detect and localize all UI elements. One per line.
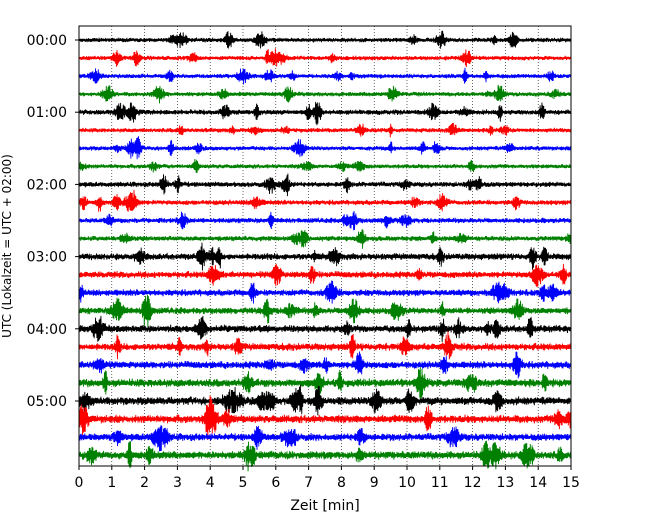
x-tick-label: 15 — [562, 475, 580, 491]
trace-0515 — [78, 395, 572, 440]
y-tick-label: 04:00 — [27, 322, 67, 338]
x-tick-label: 13 — [496, 475, 514, 491]
trace-group — [78, 30, 572, 472]
x-tick-label: 8 — [337, 475, 346, 491]
trace-0115 — [78, 122, 572, 138]
x-tick-label: 9 — [370, 475, 379, 491]
trace-0315 — [78, 263, 572, 288]
trace-0245 — [78, 228, 572, 249]
trace-0345 — [78, 294, 572, 328]
x-tick-label: 12 — [464, 475, 482, 491]
x-tick-label: 0 — [75, 475, 84, 491]
trace-0545 — [78, 440, 572, 472]
trace-0230 — [78, 210, 572, 231]
plot-frame — [78, 25, 572, 467]
trace-0300 — [78, 242, 572, 271]
x-axis-label: Zeit [min] — [290, 498, 359, 514]
x-tick-label: 6 — [271, 475, 280, 491]
y-tick-label: 02:00 — [27, 177, 67, 193]
trace-0430 — [78, 351, 572, 379]
trace-0400 — [78, 315, 572, 342]
trace-0445 — [78, 367, 572, 399]
trace-0045 — [78, 84, 572, 104]
trace-0030 — [78, 67, 572, 85]
x-tick-label: 10 — [398, 475, 416, 491]
vertical-gridlines — [111, 26, 539, 466]
x-axis-ticks: 0 1 2 3 4 5 6 7 8 9 10 11 12 13 14 15 — [75, 466, 580, 491]
trace-0330 — [78, 280, 572, 304]
x-tick-label: 1 — [107, 475, 116, 491]
y-tick-label: 05:00 — [27, 394, 67, 410]
y-tick-label: 01:00 — [27, 105, 67, 121]
x-tick-label: 11 — [431, 475, 449, 491]
trace-0415 — [78, 331, 572, 360]
x-tick-label: 5 — [239, 475, 248, 491]
x-tick-label: 4 — [206, 475, 215, 491]
trace-0500 — [78, 384, 572, 416]
y-axis-ticks: 00:00 01:00 02:00 03:00 04:00 05:00 — [27, 33, 79, 410]
trace-0100 — [78, 101, 572, 126]
y-axis-label: UTC (Lokalzeit = UTC + 02:00) — [0, 154, 14, 338]
x-tick-label: 7 — [304, 475, 313, 491]
trace-0000 — [78, 30, 572, 49]
trace-0200 — [78, 173, 572, 197]
x-tick-label: 2 — [140, 475, 149, 491]
trace-0130 — [78, 136, 572, 160]
y-tick-label: 03:00 — [27, 250, 67, 266]
x-tick-label: 14 — [529, 475, 547, 491]
x-tick-label: 3 — [173, 475, 182, 491]
y-tick-label: 00:00 — [27, 33, 67, 49]
trace-0015 — [78, 48, 572, 67]
trace-0215 — [78, 189, 572, 212]
trace-0145 — [78, 158, 572, 174]
trace-0530 — [78, 425, 572, 452]
